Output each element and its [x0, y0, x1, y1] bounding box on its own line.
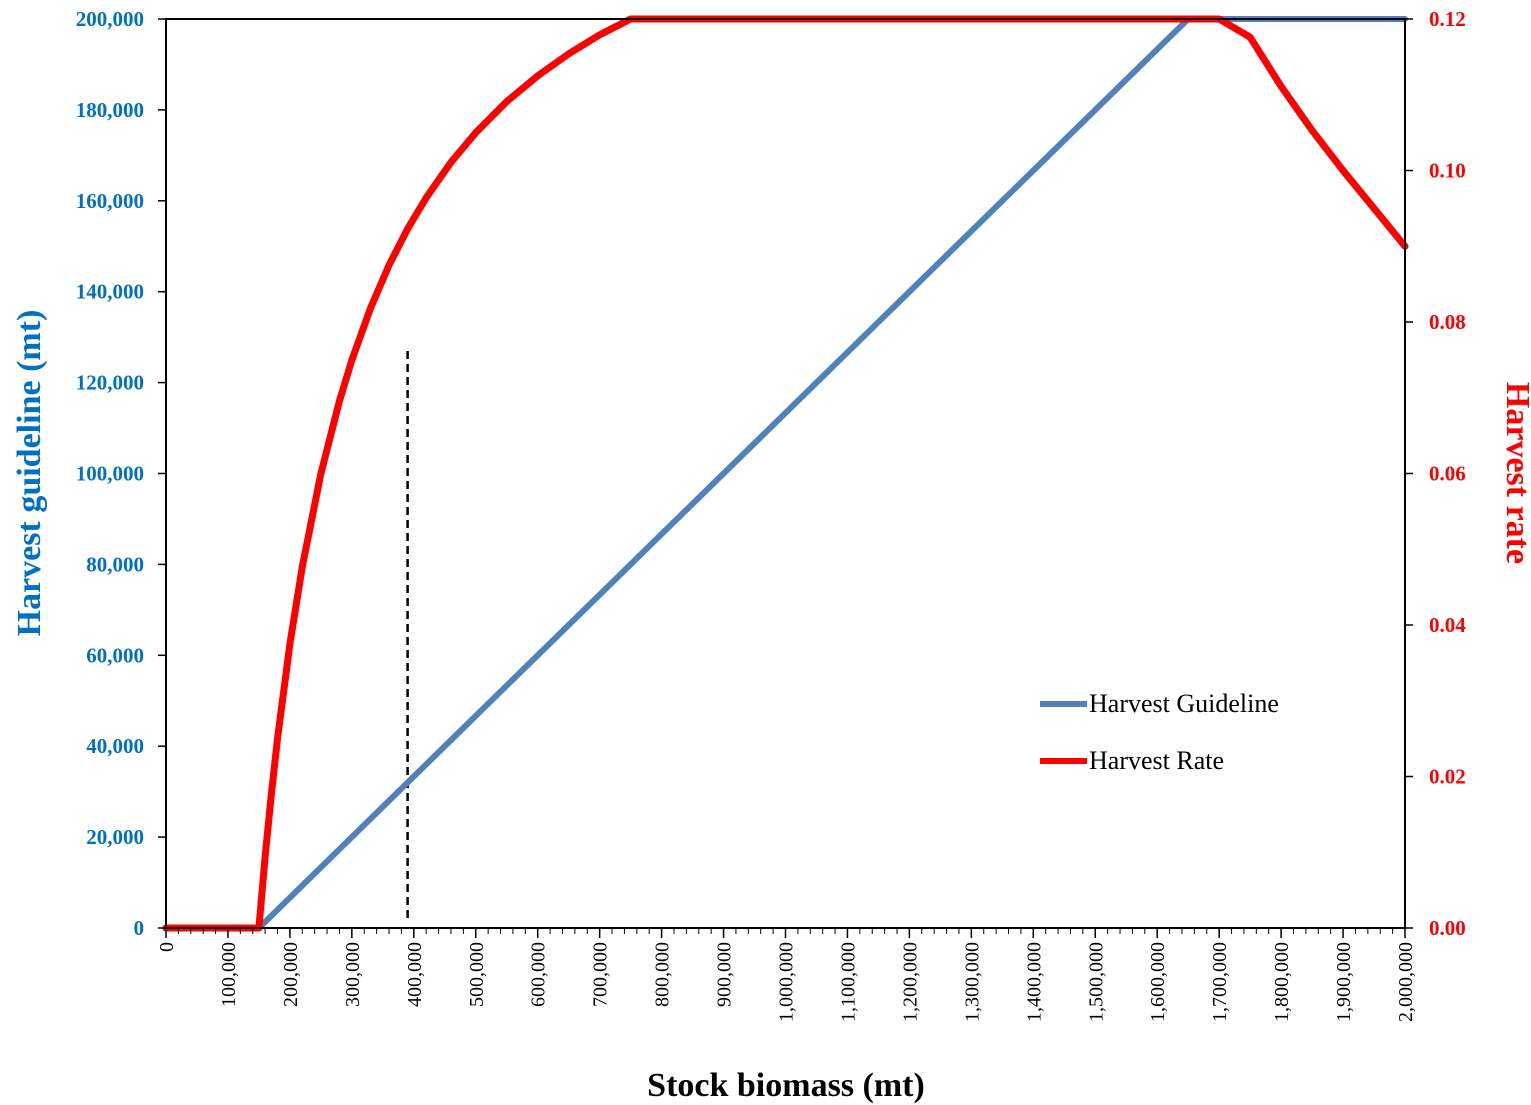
x-tick-label: 0 [156, 942, 178, 952]
x-tick-label: 1,800,000 [1271, 942, 1293, 1022]
y-left-tick-label: 60,000 [86, 643, 144, 667]
y-axis-right-title: Harvest rate [1499, 382, 1531, 564]
x-tick-label: 1,400,000 [1023, 942, 1045, 1022]
x-tick-label: 1,100,000 [837, 942, 859, 1022]
y-left-tick-label: 200,000 [76, 7, 144, 31]
y-axis-left-title: Harvest guideline (mt) [11, 310, 48, 637]
x-tick-label: 600,000 [528, 942, 550, 1007]
x-axis-title: Stock biomass (mt) [647, 1067, 925, 1104]
x-tick-label: 1,700,000 [1209, 942, 1231, 1022]
y-right-tick-label: 0.10 [1429, 159, 1466, 183]
x-tick-label: 700,000 [590, 942, 612, 1007]
legend-label-harvest-rate: Harvest Rate [1089, 746, 1224, 775]
y-left-tick-label: 100,000 [76, 462, 144, 486]
x-tick-label: 1,300,000 [961, 942, 983, 1022]
y-right-tick-label: 0.08 [1429, 310, 1466, 334]
x-tick-label: 900,000 [714, 942, 736, 1007]
x-tick-label: 800,000 [652, 942, 674, 1007]
x-tick-label: 2,000,000 [1395, 942, 1417, 1022]
y-left-tick-label: 0 [134, 916, 145, 940]
x-tick-label: 1,200,000 [899, 942, 921, 1022]
y-left-tick-label: 160,000 [76, 189, 144, 213]
y-right-tick-label: 0.02 [1429, 765, 1466, 789]
legend-label-harvest-guideline: Harvest Guideline [1089, 689, 1279, 718]
y-left-tick-label: 40,000 [86, 734, 144, 758]
axes: 0 100,000 200,000 300,000 400,000 500,000 600,… [76, 7, 1467, 1022]
legend: Harvest Guideline Harvest Rate [1040, 689, 1279, 775]
x-tick-label: 500,000 [466, 942, 488, 1007]
x-tick-label: 200,000 [280, 942, 302, 1007]
y-right-tick-label: 0.00 [1429, 916, 1466, 940]
x-tick-label: 1,000,000 [776, 942, 798, 1022]
x-tick-label: 1,600,000 [1147, 942, 1169, 1022]
y-left-tick-label: 120,000 [76, 371, 144, 395]
x-tick-label: 1,500,000 [1085, 942, 1107, 1022]
y-left-tick-label: 180,000 [76, 98, 144, 122]
y-left-tick-label: 20,000 [86, 825, 144, 849]
y-right-tick-label: 0.12 [1429, 7, 1466, 31]
y-left-tick-label: 140,000 [76, 280, 144, 304]
x-tick-label: 100,000 [218, 942, 240, 1007]
y-right-tick-label: 0.06 [1429, 462, 1466, 486]
x-tick-label: 300,000 [342, 942, 364, 1007]
x-tick-label: 400,000 [404, 942, 426, 1007]
y-left-tick-label: 80,000 [86, 552, 144, 576]
x-tick-label: 1,900,000 [1333, 942, 1355, 1022]
y-right-tick-label: 0.04 [1429, 613, 1466, 637]
